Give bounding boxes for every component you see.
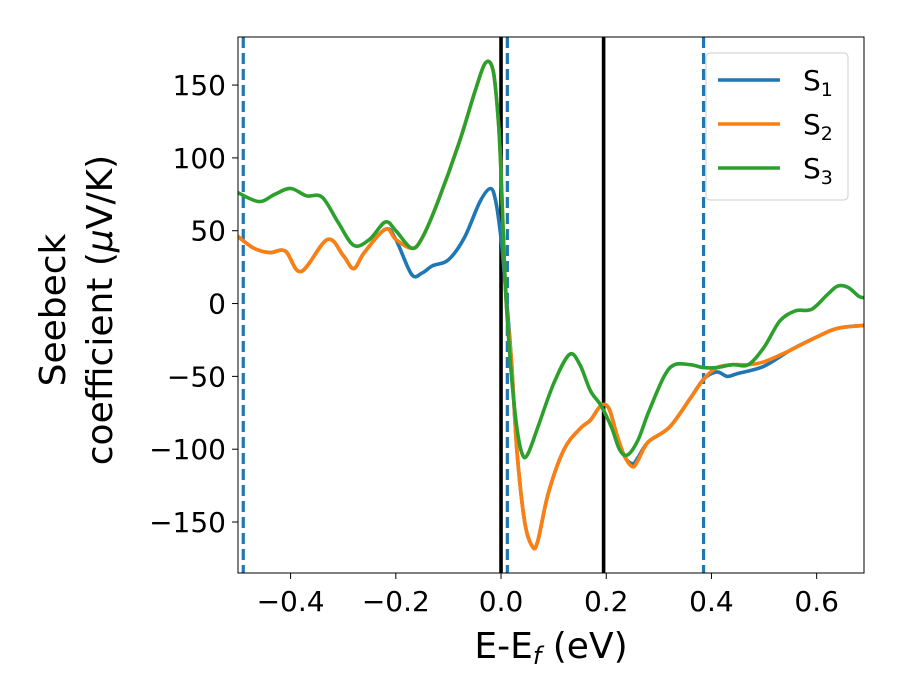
x-tick-label: −0.2 [362,585,430,618]
y-tick-label: 100 [173,142,226,175]
series-line-s3 [238,59,864,460]
x-axis-label: E-Ef (eV) [474,626,627,670]
series-line-s2 [238,59,864,551]
y-axis-label-line2: coefficient (μV/K) [80,155,121,465]
x-tick-label: 0.0 [479,585,524,618]
y-tick-label: 0 [208,288,226,321]
x-tick-label: 0.4 [689,585,734,618]
y-tick-label: −100 [149,433,226,466]
legend-box [705,52,849,201]
x-tick-label: 0.6 [794,585,839,618]
y-tick-label: −150 [149,506,226,539]
y-axis-label-line1: Seebeck [33,233,74,386]
x-tick-label: −0.4 [257,585,325,618]
plot-frame [237,36,865,574]
legend-label-s3: S3 [803,152,833,189]
legend-label-s2: S2 [803,108,833,145]
legend: S1 S2 S3 [705,52,849,201]
legend-label-s1: S1 [803,64,833,101]
y-axis-label: Seebeck coefficient (μV/K) [33,155,121,465]
x-tick-label: 0.2 [584,585,629,618]
y-tick-label: 150 [173,69,226,102]
y-tick-label: −50 [167,360,226,393]
y-tick-label: 50 [190,215,226,248]
